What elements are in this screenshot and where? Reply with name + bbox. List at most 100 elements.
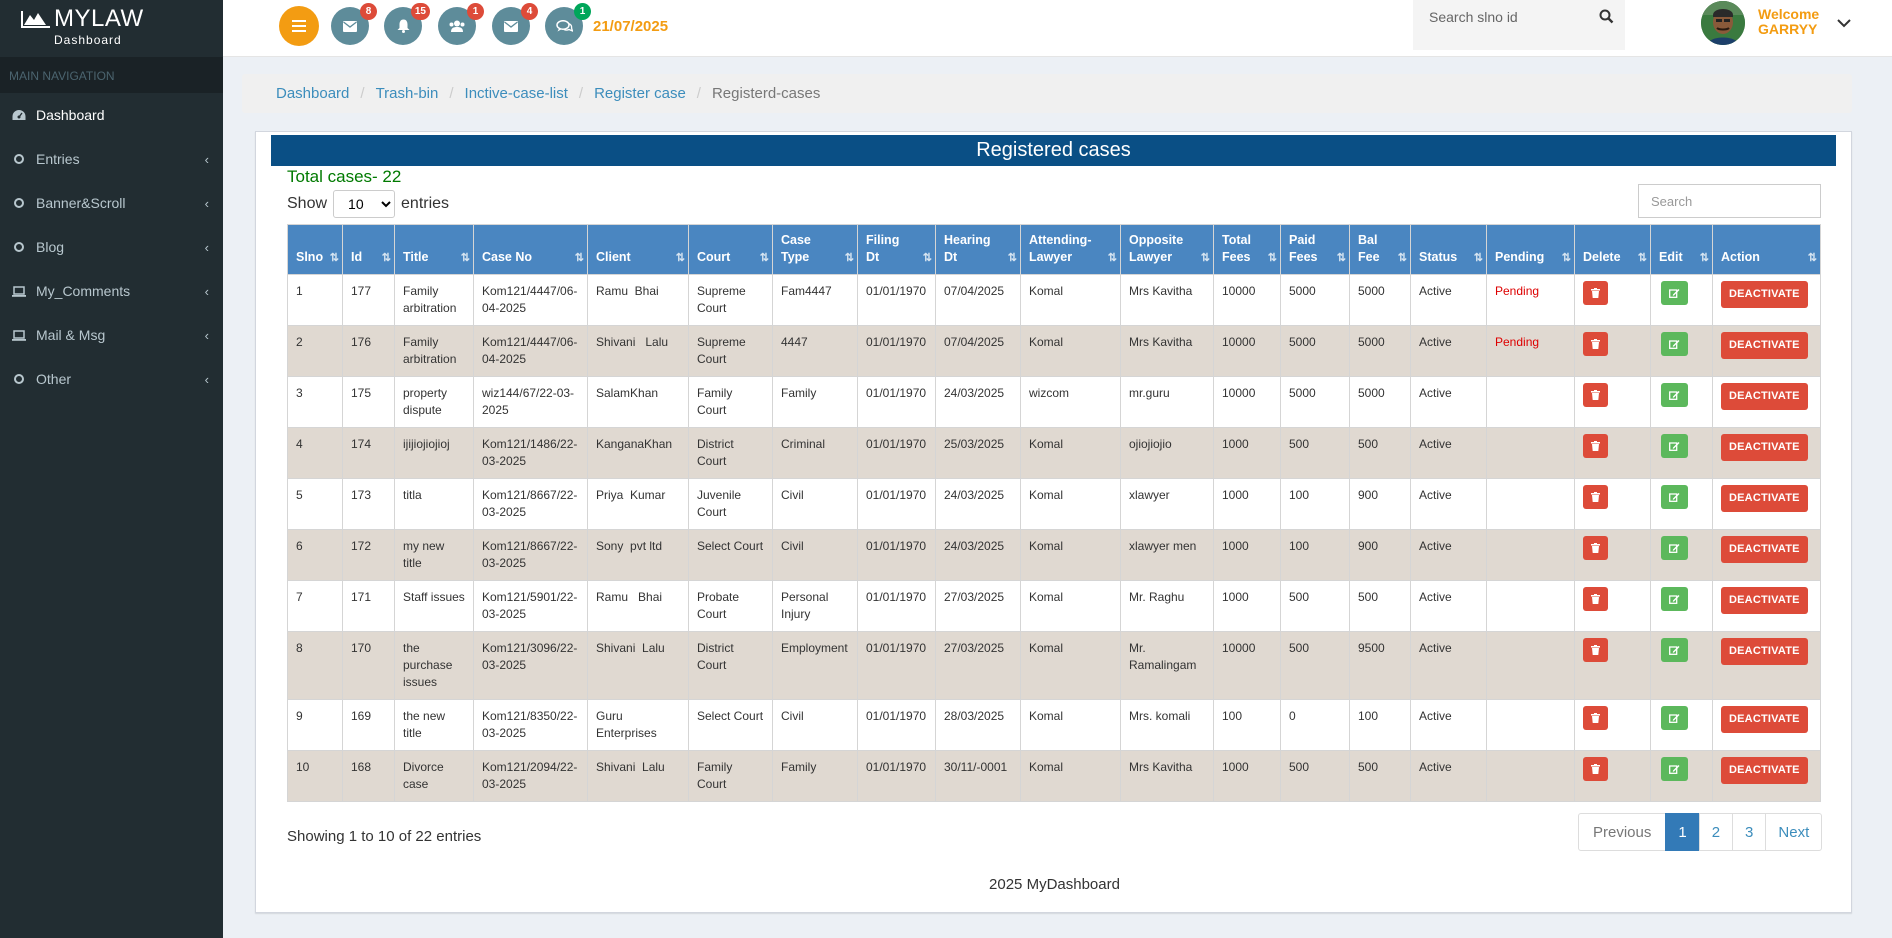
col-total-fees[interactable]: Total Fees ⇅ bbox=[1213, 224, 1281, 275]
edit-button[interactable] bbox=[1661, 536, 1688, 560]
welcome-label: Welcome bbox=[1758, 6, 1820, 22]
deactivate-button[interactable]: DEACTIVATE bbox=[1721, 587, 1808, 614]
delete-button[interactable] bbox=[1583, 434, 1608, 458]
delete-button[interactable] bbox=[1583, 706, 1608, 730]
edit-button[interactable] bbox=[1661, 383, 1688, 407]
cell-bal-fee: 9500 bbox=[1349, 631, 1411, 700]
page-1-button[interactable]: 1 bbox=[1665, 813, 1700, 851]
search-icon[interactable] bbox=[1599, 9, 1614, 27]
deactivate-button[interactable]: DEACTIVATE bbox=[1721, 706, 1808, 733]
col-opposite-lawyer[interactable]: Opposite Lawyer ⇅ bbox=[1120, 224, 1214, 275]
delete-button[interactable] bbox=[1583, 587, 1608, 611]
brand-logo[interactable]: MYLAW Dashboard bbox=[0, 0, 223, 57]
cell-total-fees: 100 bbox=[1213, 699, 1281, 751]
delete-button[interactable] bbox=[1583, 757, 1608, 781]
sidebar-item-entries[interactable]: Entries ‹ bbox=[0, 137, 223, 181]
col-case-type[interactable]: Case Type ⇅ bbox=[772, 224, 858, 275]
col-filing-dt[interactable]: Filing Dt ⇅ bbox=[857, 224, 936, 275]
table-search-input[interactable] bbox=[1638, 184, 1821, 218]
col-client[interactable]: Client ⇅ bbox=[587, 224, 689, 275]
chat-button[interactable]: 1 bbox=[545, 3, 591, 45]
next-button[interactable]: Next bbox=[1765, 813, 1823, 851]
cases-table: Slno ⇅ Id ⇅ Title ⇅ Case No ⇅ Client ⇅ Court ⇅… bbox=[287, 224, 1821, 802]
search-slno-input[interactable] bbox=[1429, 6, 1579, 28]
col-title[interactable]: Title ⇅ bbox=[394, 224, 474, 275]
messages-button[interactable]: 4 bbox=[492, 3, 538, 45]
deactivate-button[interactable]: DEACTIVATE bbox=[1721, 281, 1808, 308]
delete-button[interactable] bbox=[1583, 638, 1608, 662]
avatar[interactable] bbox=[1701, 1, 1745, 45]
col-id[interactable]: Id ⇅ bbox=[342, 224, 395, 275]
col-case-no[interactable]: Case No ⇅ bbox=[473, 224, 588, 275]
delete-button[interactable] bbox=[1583, 485, 1608, 509]
col-court[interactable]: Court ⇅ bbox=[688, 224, 773, 275]
trash-icon bbox=[1591, 441, 1600, 451]
page-2-button[interactable]: 2 bbox=[1698, 813, 1734, 851]
col-bal-fee[interactable]: Bal Fee ⇅ bbox=[1349, 224, 1411, 275]
sidebar-item-my-comments[interactable]: My_Comments ‹ bbox=[0, 269, 223, 313]
deactivate-button[interactable]: DEACTIVATE bbox=[1721, 332, 1808, 359]
cell-edit bbox=[1650, 529, 1713, 581]
col-hearing-dt[interactable]: Hearing Dt ⇅ bbox=[935, 224, 1021, 275]
col-status[interactable]: Status ⇅ bbox=[1410, 224, 1487, 275]
breadcrumb-separator: / bbox=[360, 85, 365, 102]
users-button[interactable]: 1 bbox=[438, 3, 484, 45]
chevron-down-icon[interactable] bbox=[1836, 15, 1852, 31]
col-edit[interactable]: Edit ⇅ bbox=[1650, 224, 1713, 275]
sidebar-item-mail-msg[interactable]: Mail & Msg ‹ bbox=[0, 313, 223, 357]
col-pending[interactable]: Pending ⇅ bbox=[1486, 224, 1575, 275]
sidebar-item-blog[interactable]: Blog ‹ bbox=[0, 225, 223, 269]
deactivate-button[interactable]: DEACTIVATE bbox=[1721, 757, 1808, 784]
breadcrumb-dashboard[interactable]: Dashboard bbox=[276, 85, 350, 102]
cell-client: KanganaKhan bbox=[587, 427, 689, 479]
menu-toggle-button[interactable] bbox=[279, 6, 319, 46]
deactivate-button[interactable]: DEACTIVATE bbox=[1721, 638, 1808, 665]
edit-button[interactable] bbox=[1661, 332, 1688, 356]
sidebar-item-label: Other bbox=[36, 371, 72, 387]
edit-button[interactable] bbox=[1661, 757, 1688, 781]
table-row: 10 168 Divorce case Kom121/2094/22-03-2025 S… bbox=[287, 750, 1821, 802]
sort-icon: ⇅ bbox=[574, 252, 584, 264]
previous-button[interactable]: Previous bbox=[1578, 813, 1667, 851]
cell-pending: Pending bbox=[1486, 274, 1575, 326]
sort-icon: ⇅ bbox=[329, 252, 339, 264]
edit-button[interactable] bbox=[1661, 706, 1688, 730]
chat-badge: 1 bbox=[574, 3, 591, 20]
page-size-select[interactable]: 10 bbox=[333, 190, 396, 218]
sidebar-item-other[interactable]: Other ‹ bbox=[0, 357, 223, 401]
deactivate-button[interactable]: DEACTIVATE bbox=[1721, 536, 1808, 563]
cell-edit bbox=[1650, 325, 1713, 377]
col-slno[interactable]: Slno ⇅ bbox=[287, 224, 343, 275]
delete-button[interactable] bbox=[1583, 332, 1608, 356]
cell-case-type: Civil bbox=[772, 529, 858, 581]
brand-name: MYLAW bbox=[54, 5, 144, 32]
cell-case-no: Kom121/8667/22-03-2025 bbox=[473, 478, 588, 530]
notifications-button[interactable]: 15 bbox=[384, 3, 430, 45]
sidebar-item-dashboard[interactable]: Dashboard bbox=[0, 93, 223, 137]
sort-icon: ⇅ bbox=[460, 252, 470, 264]
deactivate-button[interactable]: DEACTIVATE bbox=[1721, 485, 1808, 512]
cell-opposite-lawyer: Mrs Kavitha bbox=[1120, 325, 1214, 377]
edit-button[interactable] bbox=[1661, 638, 1688, 662]
col-action[interactable]: Action ⇅ bbox=[1712, 224, 1821, 275]
breadcrumb-inactive-case-list[interactable]: Inctive-case-list bbox=[464, 85, 568, 102]
edit-button[interactable] bbox=[1661, 587, 1688, 611]
cell-status: Active bbox=[1410, 750, 1487, 802]
col-delete[interactable]: Delete ⇅ bbox=[1574, 224, 1651, 275]
breadcrumb-trash-bin[interactable]: Trash-bin bbox=[375, 85, 439, 102]
cell-bal-fee: 500 bbox=[1349, 580, 1411, 632]
delete-button[interactable] bbox=[1583, 536, 1608, 560]
sidebar-item-banner-scroll[interactable]: Banner&Scroll ‹ bbox=[0, 181, 223, 225]
deactivate-button[interactable]: DEACTIVATE bbox=[1721, 383, 1808, 410]
edit-button[interactable] bbox=[1661, 485, 1688, 509]
col-paid-fees[interactable]: Paid Fees ⇅ bbox=[1280, 224, 1350, 275]
delete-button[interactable] bbox=[1583, 281, 1608, 305]
delete-button[interactable] bbox=[1583, 383, 1608, 407]
edit-button[interactable] bbox=[1661, 281, 1688, 305]
deactivate-button[interactable]: DEACTIVATE bbox=[1721, 434, 1808, 461]
page-3-button[interactable]: 3 bbox=[1732, 813, 1767, 851]
edit-button[interactable] bbox=[1661, 434, 1688, 458]
breadcrumb-register-case[interactable]: Register case bbox=[594, 85, 686, 102]
col-attending-lawyer[interactable]: Attending-Lawyer ⇅ bbox=[1020, 224, 1121, 275]
mail-button[interactable]: 8 bbox=[331, 3, 377, 45]
